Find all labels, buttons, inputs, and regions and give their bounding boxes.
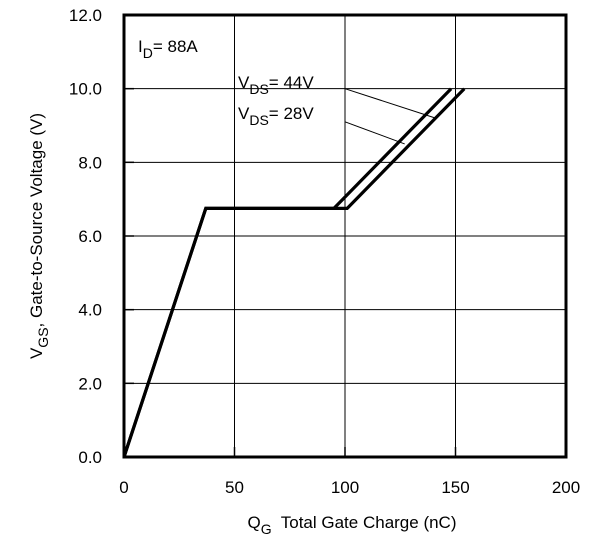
series-line-1 [122,87,453,458]
series-label-28v-main: V [238,104,250,123]
y-axis-label-rest: , Gate-to-Source Voltage (V) [27,113,46,328]
condition-label-sub: D [143,45,153,61]
annotation-leaders [344,88,436,145]
series-label-28v-rest: = 28V [269,104,315,123]
series-label-44v-main: V [238,73,250,92]
y-axis-label-main: V [27,347,46,359]
grid-lines [124,15,566,457]
series-label-44v-rest: = 44V [269,73,315,92]
x-axis-label-sub: G [261,521,272,537]
series-line-0 [122,87,466,458]
leader-line-0 [344,88,436,119]
y-tick-label: 12.0 [69,6,102,25]
y-tick-label: 6.0 [78,227,102,246]
series-lines [122,87,466,458]
leader-line-1 [344,121,405,145]
y-tick-label: 10.0 [69,80,102,99]
y-tick-label: 8.0 [78,153,102,172]
y-axis-label-sub: GS [35,327,51,347]
y-axis-label: VGS, Gate-to-Source Voltage (V) [27,113,51,359]
condition-label: ID= 88A [138,37,198,61]
series-label-44v-sub: DS [249,81,268,97]
x-tick-label: 0 [119,478,128,497]
x-tick-label: 50 [225,478,244,497]
x-tick-label: 150 [441,478,469,497]
axis-ticks: 0 50 100 150 200 0.0 2.0 4.0 6.0 8.0 10.0 12.0 [69,6,580,497]
series-label-44v: VDS= 44V [238,73,314,97]
series-label-28v: VDS= 28V [238,104,314,128]
x-axis-label-main: Q [247,513,260,532]
y-tick-label: 0.0 [78,448,102,467]
x-tick-label: 100 [331,478,359,497]
y-tick-label: 2.0 [78,374,102,393]
y-tick-label: 4.0 [78,301,102,320]
x-axis-label-rest: Total Gate Charge (nC) [272,513,457,532]
x-axis-label: QG Total Gate Charge (nC) [247,513,456,537]
series-label-28v-sub: DS [249,112,268,128]
condition-label-rest: = 88A [153,37,199,56]
condition-label-main: I [138,37,143,56]
x-tick-label: 200 [552,478,580,497]
